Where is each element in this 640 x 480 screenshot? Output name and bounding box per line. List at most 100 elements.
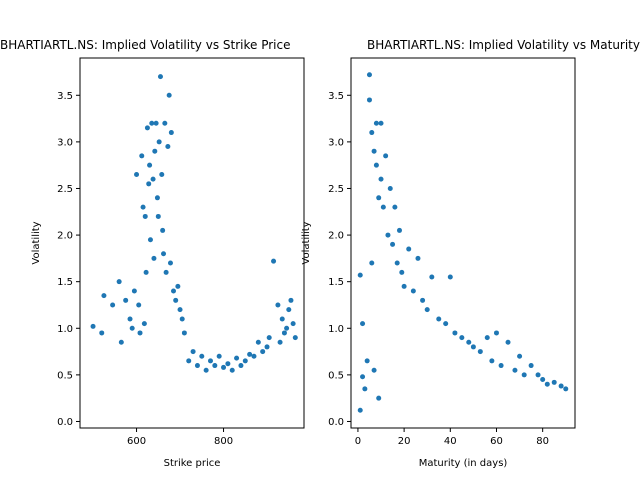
left-scatter-point bbox=[141, 321, 147, 327]
right-scatter-point bbox=[385, 232, 391, 238]
left-scatter-point bbox=[177, 307, 183, 313]
right-scatter-point bbox=[470, 344, 476, 350]
left-y-tick-label: 1.5 bbox=[57, 277, 73, 288]
left-scatter-point bbox=[286, 307, 292, 313]
right-scatter-point bbox=[371, 148, 377, 154]
right-x-tick-label: 0 bbox=[355, 436, 361, 447]
right-y-axis-ticks: 0.0 0.5 1.0 1.5 2.0 2.5 3.0 3.5 bbox=[328, 91, 351, 428]
right-scatter-point bbox=[366, 72, 372, 78]
left-scatter-point bbox=[110, 302, 116, 308]
left-plot-frame bbox=[79, 57, 305, 429]
right-x-axis-label: Maturity (in days) bbox=[419, 458, 508, 469]
left-scatter-point bbox=[118, 339, 124, 345]
left-scatter-point bbox=[292, 335, 298, 341]
right-x-tick-label: 40 bbox=[444, 436, 457, 447]
left-scatter-point bbox=[101, 293, 107, 299]
left-y-axis-ticks: 0.0 0.5 1.0 1.5 2.0 2.5 3.0 3.5 bbox=[57, 91, 80, 428]
right-chart: BHARTIARTL.NS: Implied Volatility vs Mat… bbox=[301, 38, 640, 469]
left-scatter-point bbox=[277, 339, 283, 345]
right-chart-title: BHARTIARTL.NS: Implied Volatility vs Mat… bbox=[367, 38, 640, 52]
left-scatter-point bbox=[260, 349, 266, 355]
right-y-tick-label: 0.0 bbox=[328, 417, 344, 428]
right-x-tick-label: 60 bbox=[490, 436, 503, 447]
right-scatter-point bbox=[544, 381, 550, 387]
right-scatter-point bbox=[376, 395, 382, 401]
left-scatter-point bbox=[147, 162, 153, 168]
left-scatter-point bbox=[99, 330, 105, 336]
right-scatter-point bbox=[493, 330, 499, 336]
left-scatter-point bbox=[203, 367, 209, 373]
left-scatter-point bbox=[288, 297, 294, 303]
left-scatter-point bbox=[225, 361, 231, 367]
left-scatter-point bbox=[275, 302, 281, 308]
left-y-axis-label: Volatility bbox=[31, 221, 42, 264]
right-scatter-point bbox=[517, 353, 523, 359]
right-scatter-point bbox=[376, 195, 382, 201]
left-scatter-point bbox=[284, 325, 290, 331]
left-scatter-point bbox=[159, 172, 165, 177]
right-scatter-point bbox=[466, 339, 472, 345]
right-scatter-point bbox=[484, 335, 490, 341]
right-scatter-point bbox=[369, 260, 375, 266]
left-y-tick-label: 2.0 bbox=[57, 231, 73, 242]
right-scatter-point bbox=[390, 241, 396, 247]
right-scatter-point bbox=[380, 204, 386, 210]
right-x-tick-label: 80 bbox=[536, 436, 549, 447]
left-scatter-point bbox=[171, 288, 177, 294]
left-y-tick-label: 3.5 bbox=[57, 91, 73, 102]
left-scatter-point bbox=[163, 269, 169, 275]
left-scatter-point bbox=[212, 363, 218, 369]
left-scatter-point bbox=[221, 364, 227, 370]
left-scatter-point bbox=[199, 353, 205, 359]
right-scatter-point bbox=[399, 269, 405, 275]
right-scatter-point bbox=[443, 321, 449, 327]
left-scatter-point bbox=[155, 213, 161, 219]
left-scatter-point bbox=[290, 321, 296, 327]
right-scatter-point bbox=[415, 255, 421, 261]
left-scatter-point bbox=[242, 358, 248, 364]
left-scatter-point bbox=[190, 349, 196, 355]
left-scatter-point bbox=[142, 213, 148, 219]
left-scatter-point bbox=[216, 353, 222, 359]
left-scatter-point bbox=[90, 323, 96, 329]
right-y-tick-label: 3.0 bbox=[328, 137, 344, 148]
left-scatter-point bbox=[162, 120, 168, 126]
right-scatter-point bbox=[394, 260, 400, 266]
left-x-tick-label: 800 bbox=[214, 436, 233, 447]
right-scatter-point bbox=[477, 349, 483, 355]
left-x-axis-label: Strike price bbox=[164, 458, 221, 469]
left-scatter-point bbox=[139, 153, 145, 159]
left-scatter-point bbox=[266, 335, 272, 341]
right-scatter-point bbox=[436, 316, 442, 322]
left-scatter-point bbox=[131, 288, 137, 294]
left-y-tick-label: 1.0 bbox=[57, 324, 73, 335]
left-scatter-point bbox=[281, 330, 287, 336]
right-points-group bbox=[357, 72, 569, 413]
left-y-tick-label: 3.0 bbox=[57, 137, 73, 148]
left-scatter-point bbox=[238, 363, 244, 369]
left-scatter-point bbox=[167, 260, 173, 266]
left-scatter-point bbox=[150, 176, 156, 182]
right-x-axis-ticks: 0 20 40 60 80 bbox=[355, 428, 549, 447]
right-scatter-point bbox=[357, 407, 363, 413]
left-scatter-point bbox=[207, 358, 213, 364]
right-scatter-point bbox=[357, 272, 363, 278]
right-scatter-point bbox=[406, 246, 412, 252]
right-scatter-point bbox=[551, 379, 557, 385]
right-scatter-point bbox=[366, 97, 372, 103]
left-scatter-point bbox=[146, 181, 152, 187]
left-scatter-point bbox=[137, 330, 143, 336]
left-y-tick-label: 0.0 bbox=[57, 417, 73, 428]
left-scatter-point bbox=[165, 144, 171, 150]
right-scatter-point bbox=[424, 307, 430, 313]
right-scatter-point bbox=[401, 283, 407, 289]
left-scatter-point bbox=[134, 172, 140, 177]
right-scatter-point bbox=[362, 386, 368, 392]
right-scatter-point bbox=[528, 363, 534, 369]
right-scatter-point bbox=[540, 377, 546, 383]
right-scatter-point bbox=[378, 176, 384, 182]
left-scatter-point bbox=[140, 204, 146, 210]
left-scatter-point bbox=[255, 339, 261, 345]
left-scatter-point bbox=[194, 363, 200, 369]
